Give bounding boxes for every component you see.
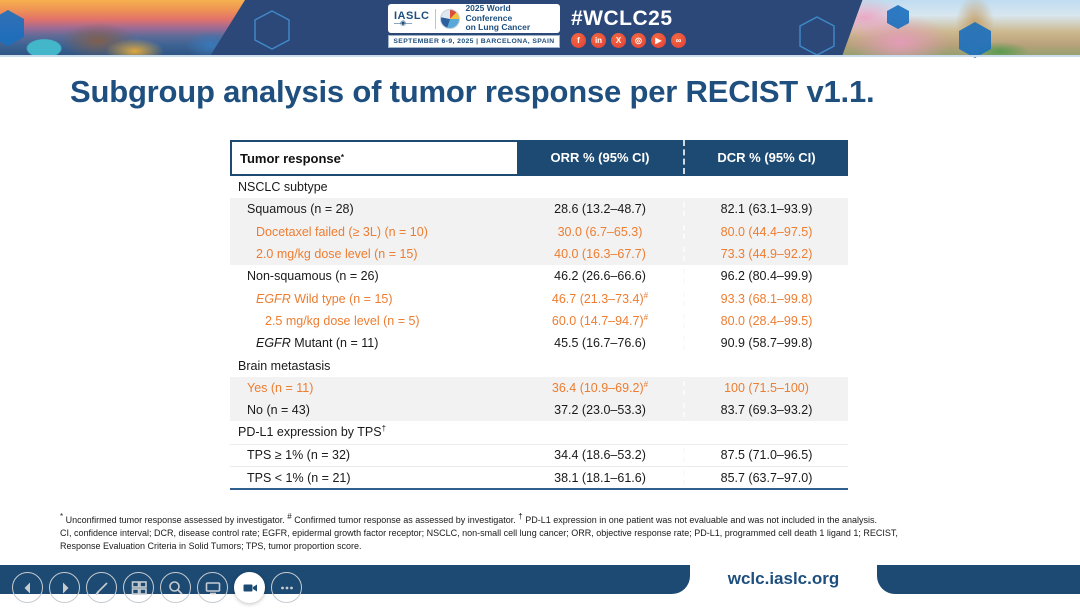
hexagon-decoration: [887, 5, 909, 29]
divider: [0, 55, 1080, 57]
table-row: TPS ≥ 1% (n = 32) 34.4 (18.6–53.2) 87.5 (7…: [230, 443, 848, 466]
conference-date-location: SEPTEMBER 6-9, 2025 | BARCELONA, SPAIN: [388, 35, 560, 48]
footnote-line-2: CI, confidence interval; DCR, disease co…: [60, 528, 898, 538]
grid-icon: [131, 580, 147, 595]
ellipsis-icon: [280, 586, 293, 589]
presenter-controls: [12, 572, 302, 603]
table-row: NSCLC subtype: [238, 180, 328, 195]
table-row: Non-squamous (n = 26) 46.2 (26.6–66.6) 96.…: [230, 265, 848, 287]
table-row: Docetaxel failed (≥ 3L) (n = 10) 30.0 (6.…: [230, 220, 848, 243]
footnote-line-1: * Unconfirmed tumor response assessed by…: [60, 512, 877, 526]
magnifier-icon: [168, 580, 183, 595]
divider: [434, 8, 436, 29]
social-icons-row: f in X ◎ ▶ ∞: [571, 33, 686, 48]
x-icon[interactable]: X: [611, 33, 626, 48]
hexagon-decoration: [799, 16, 835, 56]
more-button[interactable]: [271, 572, 302, 603]
instagram-icon[interactable]: ◎: [631, 33, 646, 48]
pen-button[interactable]: [86, 572, 117, 603]
conference-url: wclc.iaslc.org: [727, 569, 840, 588]
footnotes: * Unconfirmed tumor response assessed by…: [60, 512, 1025, 553]
zoom-button[interactable]: [160, 572, 191, 603]
iaslc-logo-card: IASLC —◉— 2025 World Conference on Lung …: [388, 4, 560, 33]
table-row: No (n = 43) 37.2 (23.0–53.3) 83.7 (69.3–93…: [230, 398, 848, 422]
hexagon-decoration: [959, 22, 991, 58]
conference-title: 2025 World Conference on Lung Cancer: [465, 3, 531, 33]
share-icon[interactable]: ∞: [671, 33, 686, 48]
hashtag: #WCLC25: [571, 7, 673, 30]
iaslc-wordmark: IASLC: [394, 9, 430, 22]
chevron-right-icon: [62, 582, 68, 593]
column-header-orr: ORR % (95% CI): [517, 140, 683, 174]
camera-button[interactable]: [234, 572, 265, 603]
slides-button[interactable]: [123, 572, 154, 603]
youtube-icon[interactable]: ▶: [651, 33, 666, 48]
table-row: 2.0 mg/kg dose level (n = 15) 40.0 (16.3–…: [230, 242, 848, 266]
display-button[interactable]: [197, 572, 228, 603]
footnote-line-3: Response Evaluation Criteria in Solid Tu…: [60, 541, 362, 551]
previous-button[interactable]: [12, 572, 43, 603]
tumor-response-table: Tumor response * ORR % (95% CI) DCR % (95…: [230, 140, 848, 491]
wclc-round-logo: [440, 8, 461, 29]
barcelona-park-guell-photo: [0, 0, 245, 55]
facebook-icon[interactable]: f: [571, 33, 586, 48]
hexagon-decoration: [254, 10, 290, 50]
conference-banner: IASLC —◉— 2025 World Conference on Lung …: [0, 0, 1080, 58]
table-row: TPS < 1% (n = 21) 38.1 (18.1–61.6) 85.7 (6…: [230, 465, 848, 488]
footer-bar-right: [877, 565, 1080, 594]
column-header-tumor-response: Tumor response *: [230, 140, 517, 174]
table-body: NSCLC subtype Squamous (n = 28) 28.6 (13.2…: [230, 176, 848, 491]
table-row: PD-L1 expression by TPS†: [238, 424, 387, 440]
monitor-icon: [205, 581, 220, 594]
column-header-dcr: DCR % (95% CI): [683, 140, 848, 174]
page-title: Subgroup analysis of tumor response per …: [70, 74, 875, 109]
table-row: Brain metastasis: [238, 358, 331, 373]
linkedin-icon[interactable]: in: [591, 33, 606, 48]
table-row: 2.5 mg/kg dose level (n = 5) 60.0 (14.7–9…: [230, 310, 848, 332]
camera-icon: [243, 584, 257, 591]
next-button[interactable]: [49, 572, 80, 603]
table-row: Yes (n = 11) 36.4 (10.9–69.2)# 100 (71.5–1…: [230, 376, 848, 399]
table-row: Squamous (n = 28) 28.6 (13.2–48.7) 82.1 (6…: [230, 198, 848, 221]
pen-icon: [94, 581, 108, 595]
chevron-left-icon: [24, 582, 30, 593]
iaslc-emblem-icon: —◉—: [394, 19, 412, 27]
table-row: EGFR Wild type (n = 15) 46.7 (21.3–73.4)#…: [230, 287, 848, 309]
table-header: Tumor response * ORR % (95% CI) DCR % (95…: [230, 140, 848, 176]
hexagon-decoration: [0, 10, 24, 46]
table-row: EGFR Mutant (n = 11) 45.5 (16.7–76.6) 90.9…: [230, 332, 848, 354]
